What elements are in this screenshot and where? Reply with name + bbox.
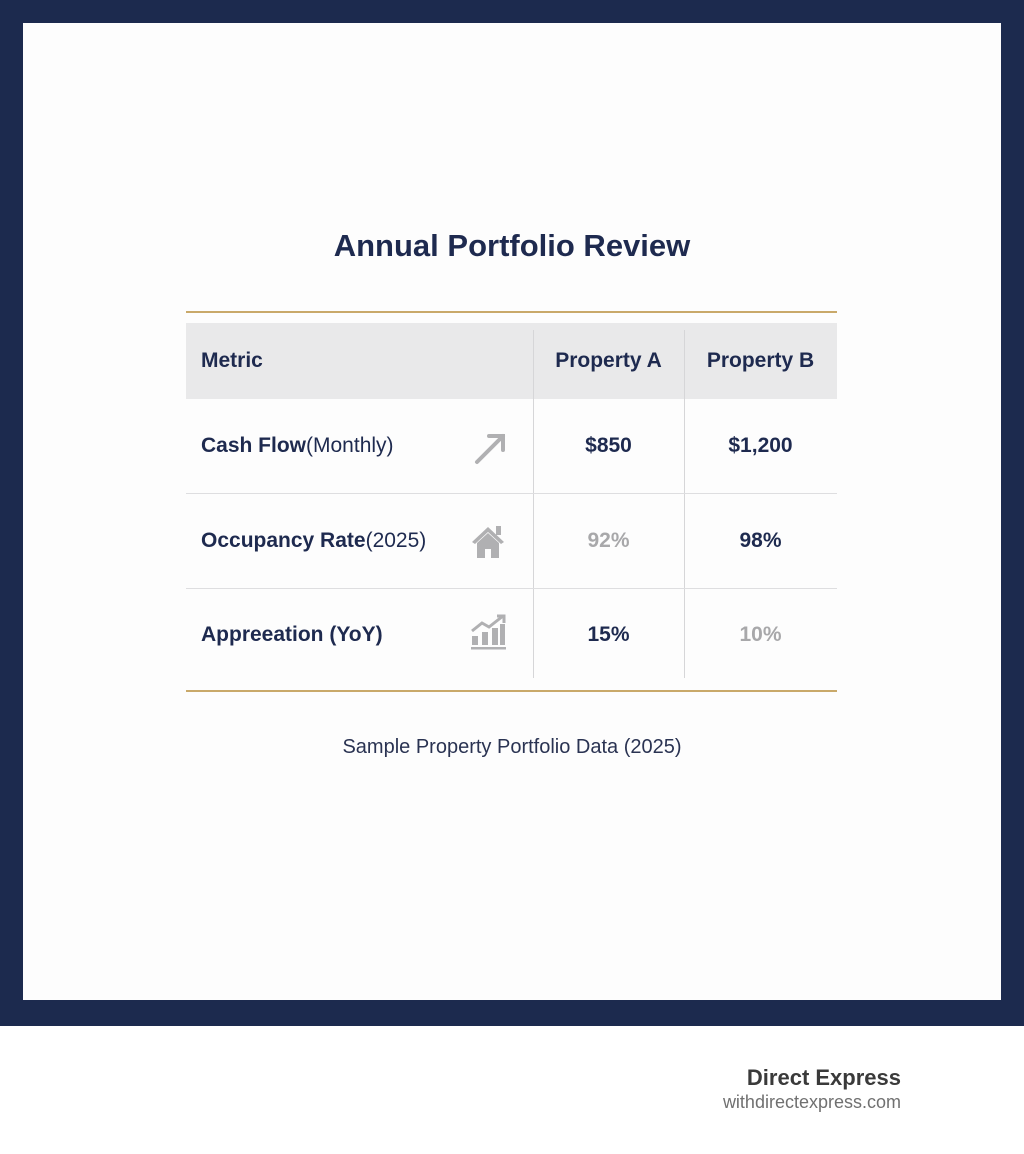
cell-property-a: 15% (587, 623, 630, 646)
table-caption: Sample Property Portfolio Data (2025) (342, 736, 682, 758)
brand-name: Direct Express (746, 1065, 901, 1090)
cell-property-a: 92% (587, 529, 630, 552)
column-divider (533, 330, 534, 678)
cell-property-a: $850 (585, 434, 632, 457)
row-divider (186, 493, 837, 494)
header-metric: Metric (201, 349, 263, 372)
table-bottom-rule (186, 690, 837, 692)
cell-property-b: 98% (739, 529, 782, 552)
brand-url[interactable]: withdirectexpress.com (722, 1092, 901, 1112)
header-property-b: Property B (706, 349, 815, 372)
metric-name: Occupancy Rate (201, 529, 366, 552)
table-row-label: Appreeation (YoY) (201, 589, 383, 681)
trend-arrow-icon (475, 434, 505, 464)
table-row-label: Cash Flow (Monthly) (201, 399, 394, 493)
content-card (23, 23, 1001, 1000)
row-divider (186, 588, 837, 589)
header-property-a: Property A (555, 349, 662, 372)
growth-chart-icon (471, 614, 506, 650)
metric-qualifier: (Monthly) (306, 434, 394, 457)
table-header (186, 323, 837, 399)
cell-property-b: $1,200 (728, 434, 793, 457)
brand-block: Direct Express withdirectexpress.com (723, 1065, 901, 1113)
metric-name: Appreeation (YoY) (201, 623, 383, 646)
metric-name: Cash Flow (201, 434, 307, 457)
column-divider (684, 330, 685, 678)
table-row-label: Occupancy Rate (2025) (201, 494, 426, 588)
house-icon (472, 526, 504, 558)
table-top-rule (186, 311, 837, 313)
cell-property-b: 10% (739, 623, 782, 646)
metric-qualifier: (2025) (365, 529, 427, 552)
page-title: Annual Portfolio Review (333, 228, 691, 263)
